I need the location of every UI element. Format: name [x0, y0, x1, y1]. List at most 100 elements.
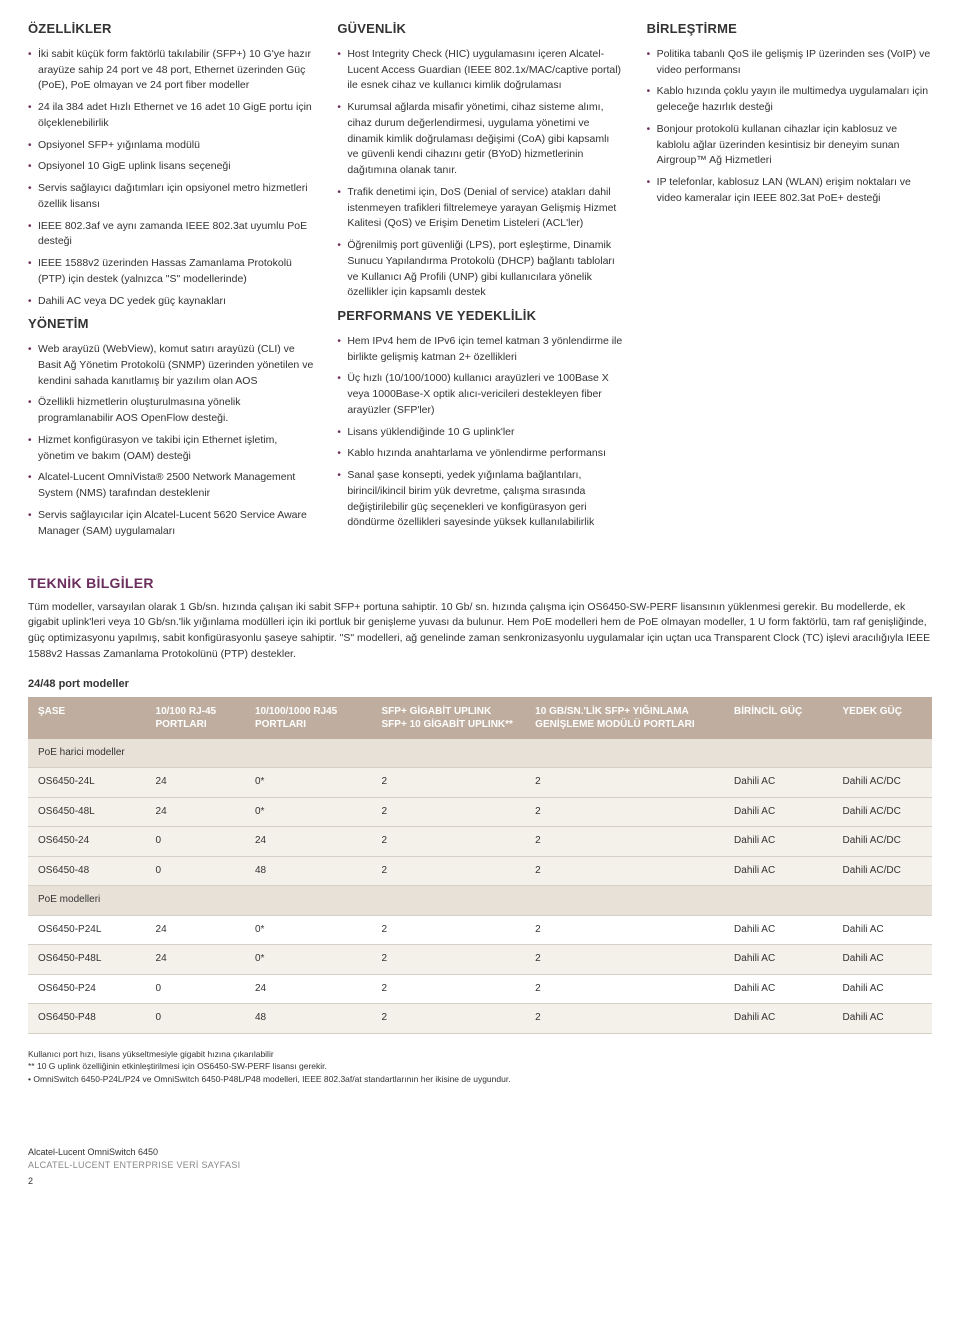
section-heading: GÜVENLİK: [337, 20, 622, 39]
table-cell: Dahili AC: [833, 915, 932, 945]
table-cell: 0: [146, 827, 245, 857]
table-cell: OS6450-48: [28, 856, 146, 886]
table-cell: 0*: [245, 797, 372, 827]
table-cell: 2: [525, 797, 724, 827]
feature-item: Servis sağlayıcılar için Alcatel-Lucent …: [28, 508, 313, 540]
table-header-cell: ŞASE: [28, 697, 146, 739]
table-cell: Dahili AC: [724, 827, 832, 857]
table-cell: 48: [245, 1004, 372, 1034]
table-cell: 24: [146, 945, 245, 975]
models-table: ŞASE10/100 RJ-45 PORTLARI10/100/1000 RJ4…: [28, 697, 932, 1034]
table-cell: 0: [146, 1004, 245, 1034]
table-cell: Dahili AC/DC: [833, 797, 932, 827]
feature-item: 24 ila 384 adet Hızlı Ethernet ve 16 ade…: [28, 100, 313, 132]
table-cell: OS6450-P48: [28, 1004, 146, 1034]
table-cell: 2: [525, 915, 724, 945]
table-cell: 2: [372, 797, 526, 827]
table-cell: OS6450-P24: [28, 974, 146, 1004]
table-row: OS6450-P24L240*22Dahili ACDahili AC: [28, 915, 932, 945]
table-header-cell: BİRİNCİL GÜÇ: [724, 697, 832, 739]
table-cell: 2: [525, 856, 724, 886]
feature-item: Üç hızlı (10/100/1000) kullanıcı arayüzl…: [337, 371, 622, 418]
technical-desc: Tüm modeller, varsayılan olarak 1 Gb/sn.…: [28, 600, 932, 663]
table-cell: 24: [146, 797, 245, 827]
feature-item: IEEE 1588v2 üzerinden Hassas Zamanlama P…: [28, 256, 313, 288]
table-header-cell: 10/100 RJ-45 PORTLARI: [146, 697, 245, 739]
feature-item: Bonjour protokolü kullanan cihazlar için…: [647, 122, 932, 169]
section-heading: YÖNETİM: [28, 315, 313, 334]
table-cell: 2: [525, 945, 724, 975]
footer-page-number: 2: [28, 1175, 932, 1189]
feature-item: Opsiyonel 10 GigE uplink lisans seçeneği: [28, 159, 313, 175]
table-cell: Dahili AC: [833, 974, 932, 1004]
table-cell: Dahili AC: [724, 915, 832, 945]
table-cell: Dahili AC: [724, 797, 832, 827]
table-body: PoE harici modellerOS6450-24L240*22Dahil…: [28, 739, 932, 1034]
feature-item: Trafik denetimi için, DoS (Denial of ser…: [337, 185, 622, 232]
table-cell: Dahili AC/DC: [833, 827, 932, 857]
table-cell: 24: [146, 915, 245, 945]
table-cell: Dahili AC/DC: [833, 768, 932, 798]
table-cell: 0: [146, 856, 245, 886]
table-row: OS6450-48L240*22Dahili ACDahili AC/DC: [28, 797, 932, 827]
table-cell: OS6450-24L: [28, 768, 146, 798]
table-cell: 2: [525, 974, 724, 1004]
feature-item: Hizmet konfigürasyon ve takibi için Ethe…: [28, 433, 313, 465]
feature-list: Host Integrity Check (HIC) uygulamasını …: [337, 47, 622, 301]
section-heading: PERFORMANS VE YEDEKLİLİK: [337, 307, 622, 326]
table-cell: OS6450-P48L: [28, 945, 146, 975]
table-cell: 2: [372, 768, 526, 798]
footnote-line: ** 10 G uplink özelliğinin etkinleştiril…: [28, 1060, 932, 1073]
column-1: ÖZELLİKLERİki sabit küçük form faktörlü …: [28, 20, 313, 545]
table-header-cell: SFP+ GİGABİT UPLINK SFP+ 10 GİGABİT UPLI…: [372, 697, 526, 739]
feature-columns: ÖZELLİKLERİki sabit küçük form faktörlü …: [28, 20, 932, 545]
table-row: OS6450-2402422Dahili ACDahili AC/DC: [28, 827, 932, 857]
feature-item: Web arayüzü (WebView), komut satırı aray…: [28, 342, 313, 389]
table-cell: 48: [245, 856, 372, 886]
footnote-line: • OmniSwitch 6450-P24L/P24 ve OmniSwitch…: [28, 1073, 932, 1086]
feature-item: Dahili AC veya DC yedek güç kaynakları: [28, 294, 313, 310]
footnotes: Kullanıcı port hızı, lisans yükseltmesiy…: [28, 1048, 932, 1086]
feature-item: Özellikli hizmetlerin oluşturulmasına yö…: [28, 395, 313, 427]
feature-list: Hem IPv4 hem de IPv6 için temel katman 3…: [337, 334, 622, 531]
feature-item: Politika tabanlı QoS ile gelişmiş IP üze…: [647, 47, 932, 79]
feature-item: Kurumsal ağlarda misafir yönetimi, cihaz…: [337, 100, 622, 179]
feature-item: Opsiyonel SFP+ yığınlama modülü: [28, 138, 313, 154]
table-cell: 2: [372, 856, 526, 886]
feature-list: Politika tabanlı QoS ile gelişmiş IP üze…: [647, 47, 932, 207]
table-cell: 2: [372, 974, 526, 1004]
table-cell: 0*: [245, 768, 372, 798]
column-3: BİRLEŞTİRME Politika tabanlı QoS ile geli…: [647, 20, 932, 545]
table-cell: Dahili AC/DC: [833, 856, 932, 886]
table-cell: 2: [525, 768, 724, 798]
table-section-row: PoE harici modeller: [28, 739, 932, 768]
table-row: OS6450-24L240*22Dahili ACDahili AC/DC: [28, 768, 932, 798]
feature-item: IEEE 802.3af ve aynı zamanda IEEE 802.3a…: [28, 219, 313, 251]
technical-title: TEKNİK BİLGİLER: [28, 573, 932, 593]
footer-product: Alcatel-Lucent OmniSwitch 6450: [28, 1146, 932, 1160]
feature-item: IP telefonlar, kablosuz LAN (WLAN) erişi…: [647, 175, 932, 207]
footer-doc-type: ALCATEL-LUCENT ENTERPRISE VERİ SAYFASI: [28, 1159, 932, 1173]
feature-item: Kablo hızında çoklu yayın ile multimedya…: [647, 84, 932, 116]
footnote-line: Kullanıcı port hızı, lisans yükseltmesiy…: [28, 1048, 932, 1061]
table-cell: Dahili AC: [833, 1004, 932, 1034]
technical-info: TEKNİK BİLGİLER Tüm modeller, varsayılan…: [28, 573, 932, 1085]
table-cell: 0: [146, 974, 245, 1004]
section-heading: BİRLEŞTİRME: [647, 20, 932, 39]
table-row: OS6450-P2402422Dahili ACDahili AC: [28, 974, 932, 1004]
table-cell: 24: [245, 974, 372, 1004]
table-row: OS6450-4804822Dahili ACDahili AC/DC: [28, 856, 932, 886]
feature-item: Lisans yüklendiğinde 10 G uplink'ler: [337, 425, 622, 441]
feature-item: Alcatel-Lucent OmniVista® 2500 Network M…: [28, 470, 313, 502]
table-cell: Dahili AC: [724, 1004, 832, 1034]
table-header-cell: YEDEK GÜÇ: [833, 697, 932, 739]
table-header-cell: 10/100/1000 RJ45 PORTLARI: [245, 697, 372, 739]
table-section-row: PoE modelleri: [28, 886, 932, 916]
table-cell: OS6450-P24L: [28, 915, 146, 945]
feature-item: Servis sağlayıcı dağıtımları için opsiyo…: [28, 181, 313, 213]
column-2: GÜVENLİK Host Integrity Check (HIC) uygul…: [337, 20, 622, 545]
table-cell: 2: [372, 1004, 526, 1034]
table-cell: Dahili AC: [724, 945, 832, 975]
table-cell: Dahili AC: [724, 974, 832, 1004]
page-footer: Alcatel-Lucent OmniSwitch 6450 ALCATEL-L…: [28, 1146, 932, 1189]
